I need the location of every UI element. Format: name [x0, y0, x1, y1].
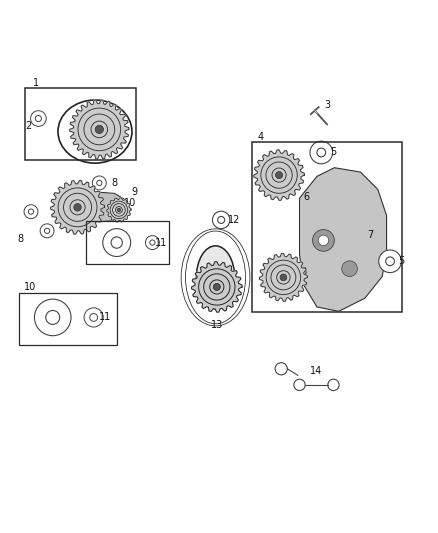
- Circle shape: [35, 299, 71, 336]
- Circle shape: [386, 257, 394, 265]
- Polygon shape: [254, 150, 304, 200]
- Circle shape: [117, 208, 120, 212]
- Text: 10: 10: [124, 198, 136, 207]
- Circle shape: [45, 228, 49, 233]
- Polygon shape: [50, 180, 105, 234]
- Text: 2: 2: [25, 122, 32, 131]
- Text: 11: 11: [99, 312, 111, 322]
- Bar: [25, 88, 136, 160]
- Polygon shape: [191, 262, 242, 312]
- Circle shape: [28, 209, 34, 214]
- Text: 10: 10: [89, 211, 101, 221]
- Circle shape: [313, 230, 334, 251]
- Polygon shape: [259, 254, 307, 301]
- Circle shape: [40, 224, 54, 238]
- Circle shape: [212, 211, 230, 229]
- Circle shape: [145, 236, 159, 249]
- Circle shape: [318, 235, 328, 246]
- Text: 10: 10: [24, 282, 36, 293]
- Circle shape: [276, 172, 283, 179]
- Text: 5: 5: [330, 148, 336, 157]
- Text: 7: 7: [367, 230, 374, 240]
- Circle shape: [317, 148, 325, 157]
- Circle shape: [95, 125, 103, 134]
- Polygon shape: [300, 168, 387, 311]
- Bar: [252, 142, 402, 312]
- Circle shape: [92, 176, 106, 190]
- Circle shape: [31, 111, 46, 126]
- Bar: [86, 221, 169, 264]
- Circle shape: [46, 310, 60, 325]
- Circle shape: [74, 204, 81, 211]
- Text: 1: 1: [33, 78, 39, 88]
- Text: 11: 11: [155, 238, 167, 247]
- Ellipse shape: [196, 246, 235, 309]
- Polygon shape: [60, 190, 127, 223]
- Text: 8: 8: [111, 177, 117, 188]
- Text: 5: 5: [399, 256, 405, 266]
- Text: 6: 6: [301, 266, 307, 277]
- Circle shape: [150, 240, 155, 245]
- Text: 9: 9: [131, 187, 137, 197]
- Circle shape: [342, 261, 357, 277]
- Circle shape: [97, 180, 102, 185]
- Bar: [19, 293, 117, 345]
- Text: 14: 14: [311, 366, 323, 376]
- Circle shape: [24, 205, 38, 219]
- Text: 3: 3: [324, 100, 330, 110]
- Circle shape: [90, 313, 98, 321]
- Circle shape: [213, 284, 220, 290]
- Text: 4: 4: [257, 132, 263, 142]
- Circle shape: [84, 308, 103, 327]
- Circle shape: [379, 250, 401, 272]
- Circle shape: [103, 229, 131, 256]
- Circle shape: [111, 237, 122, 248]
- Circle shape: [218, 216, 225, 223]
- Circle shape: [280, 274, 287, 281]
- Circle shape: [35, 116, 42, 122]
- Text: 12: 12: [228, 215, 240, 225]
- Polygon shape: [70, 100, 129, 159]
- Circle shape: [310, 141, 332, 164]
- Text: 8: 8: [18, 234, 24, 244]
- Text: 6: 6: [303, 192, 309, 202]
- Polygon shape: [107, 198, 131, 222]
- Text: 13: 13: [211, 320, 223, 330]
